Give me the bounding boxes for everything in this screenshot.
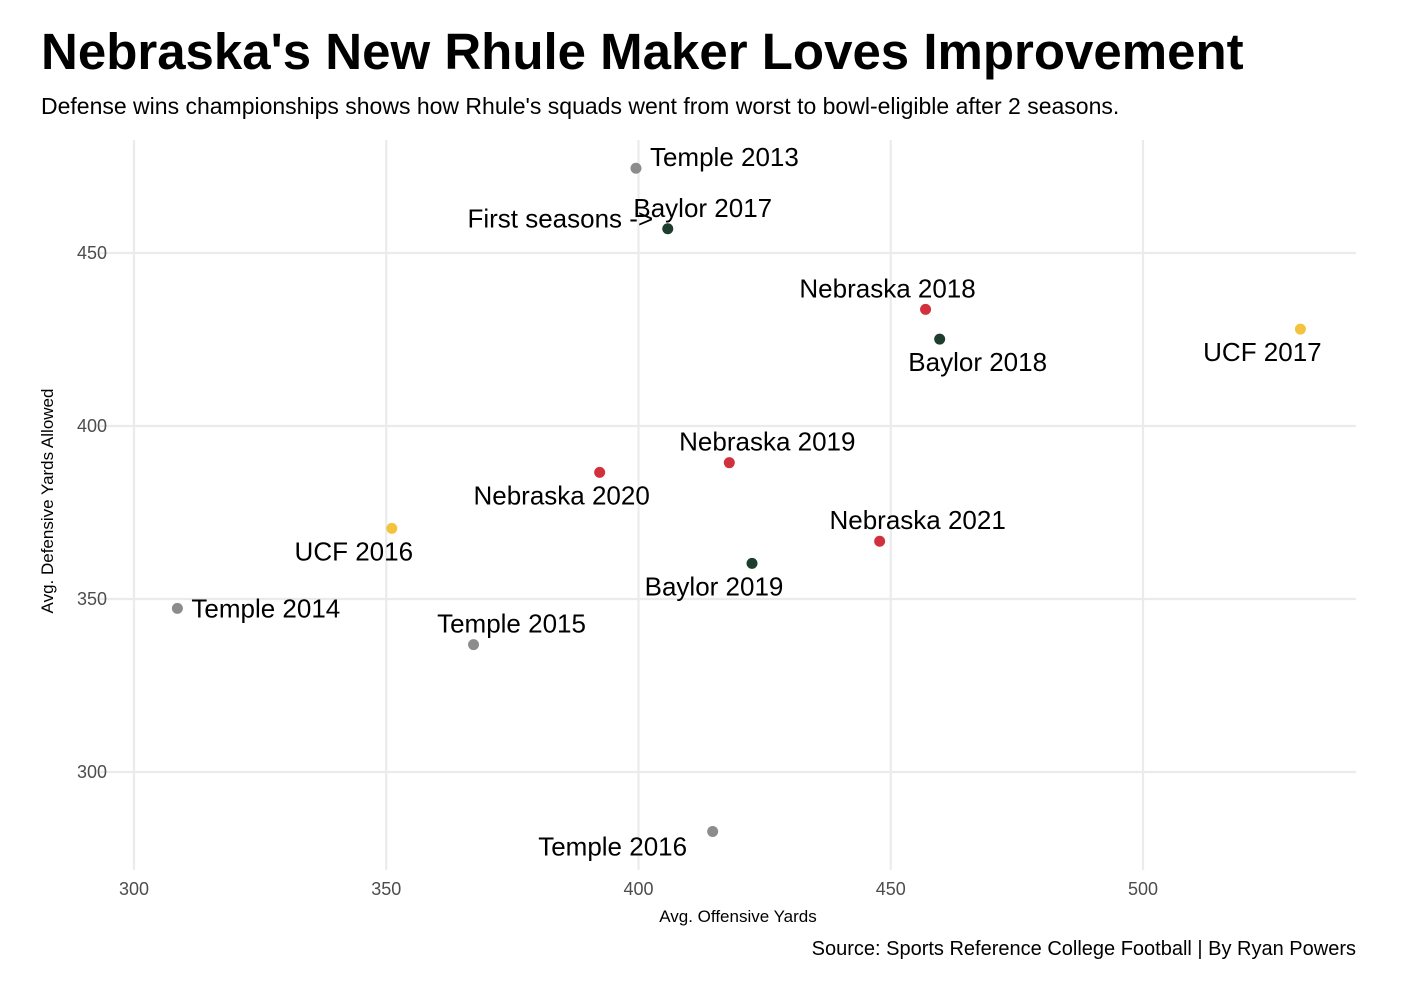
data-point <box>1294 323 1306 335</box>
x-tick-label: 300 <box>119 879 149 899</box>
y-tick-label: 300 <box>77 762 107 782</box>
point-label: Nebraska 2020 <box>473 480 649 510</box>
point-label: UCF 2016 <box>295 536 414 566</box>
data-point <box>920 303 932 315</box>
chart-subtitle: Defense wins championships shows how Rhu… <box>41 93 1120 119</box>
point-label: Temple 2013 <box>650 142 799 172</box>
point-label: Baylor 2019 <box>645 571 784 601</box>
grid-lines <box>100 140 1356 870</box>
chart-title: Nebraska's New Rhule Maker Loves Improve… <box>41 23 1244 80</box>
x-axis-title: Avg. Offensive Yards <box>659 907 817 926</box>
y-tick-label: 450 <box>77 243 107 263</box>
point-label: Temple 2016 <box>538 832 687 862</box>
point-label: Nebraska 2019 <box>679 427 855 457</box>
y-tick-label: 400 <box>77 416 107 436</box>
data-point <box>723 457 735 469</box>
data-point <box>934 333 946 345</box>
point-label: Nebraska 2018 <box>799 273 975 303</box>
point-labels: Temple 2013 Baylor 2017 Nebraska 2018 Baylo… <box>191 142 1321 861</box>
point-label: Baylor 2017 <box>633 193 772 223</box>
x-tick-label: 500 <box>1128 879 1158 899</box>
axis-ticks: 300 350 400 450 500 300 350 400 450 <box>77 243 1158 899</box>
point-label: UCF 2017 <box>1203 337 1322 367</box>
x-tick-label: 350 <box>371 879 401 899</box>
y-tick-label: 350 <box>77 589 107 609</box>
point-label: Nebraska 2021 <box>829 505 1005 535</box>
data-points <box>171 162 1306 838</box>
x-tick-label: 450 <box>876 879 906 899</box>
data-point <box>630 162 642 174</box>
point-label: Temple 2015 <box>437 609 586 639</box>
point-label: Temple 2014 <box>191 593 340 623</box>
data-point <box>468 639 480 651</box>
data-point <box>707 826 719 838</box>
data-point <box>171 602 183 614</box>
first-seasons-annotation: First seasons -> <box>467 203 653 233</box>
data-point <box>874 535 886 547</box>
data-point <box>662 223 674 235</box>
point-label: Baylor 2018 <box>908 347 1047 377</box>
y-axis-title: Avg. Defensive Yards Allowed <box>38 389 57 614</box>
data-point <box>594 466 606 478</box>
data-point <box>746 557 758 569</box>
data-point <box>386 522 398 534</box>
chart-caption: Source: Sports Reference College Footbal… <box>811 938 1356 960</box>
x-tick-label: 400 <box>623 879 653 899</box>
